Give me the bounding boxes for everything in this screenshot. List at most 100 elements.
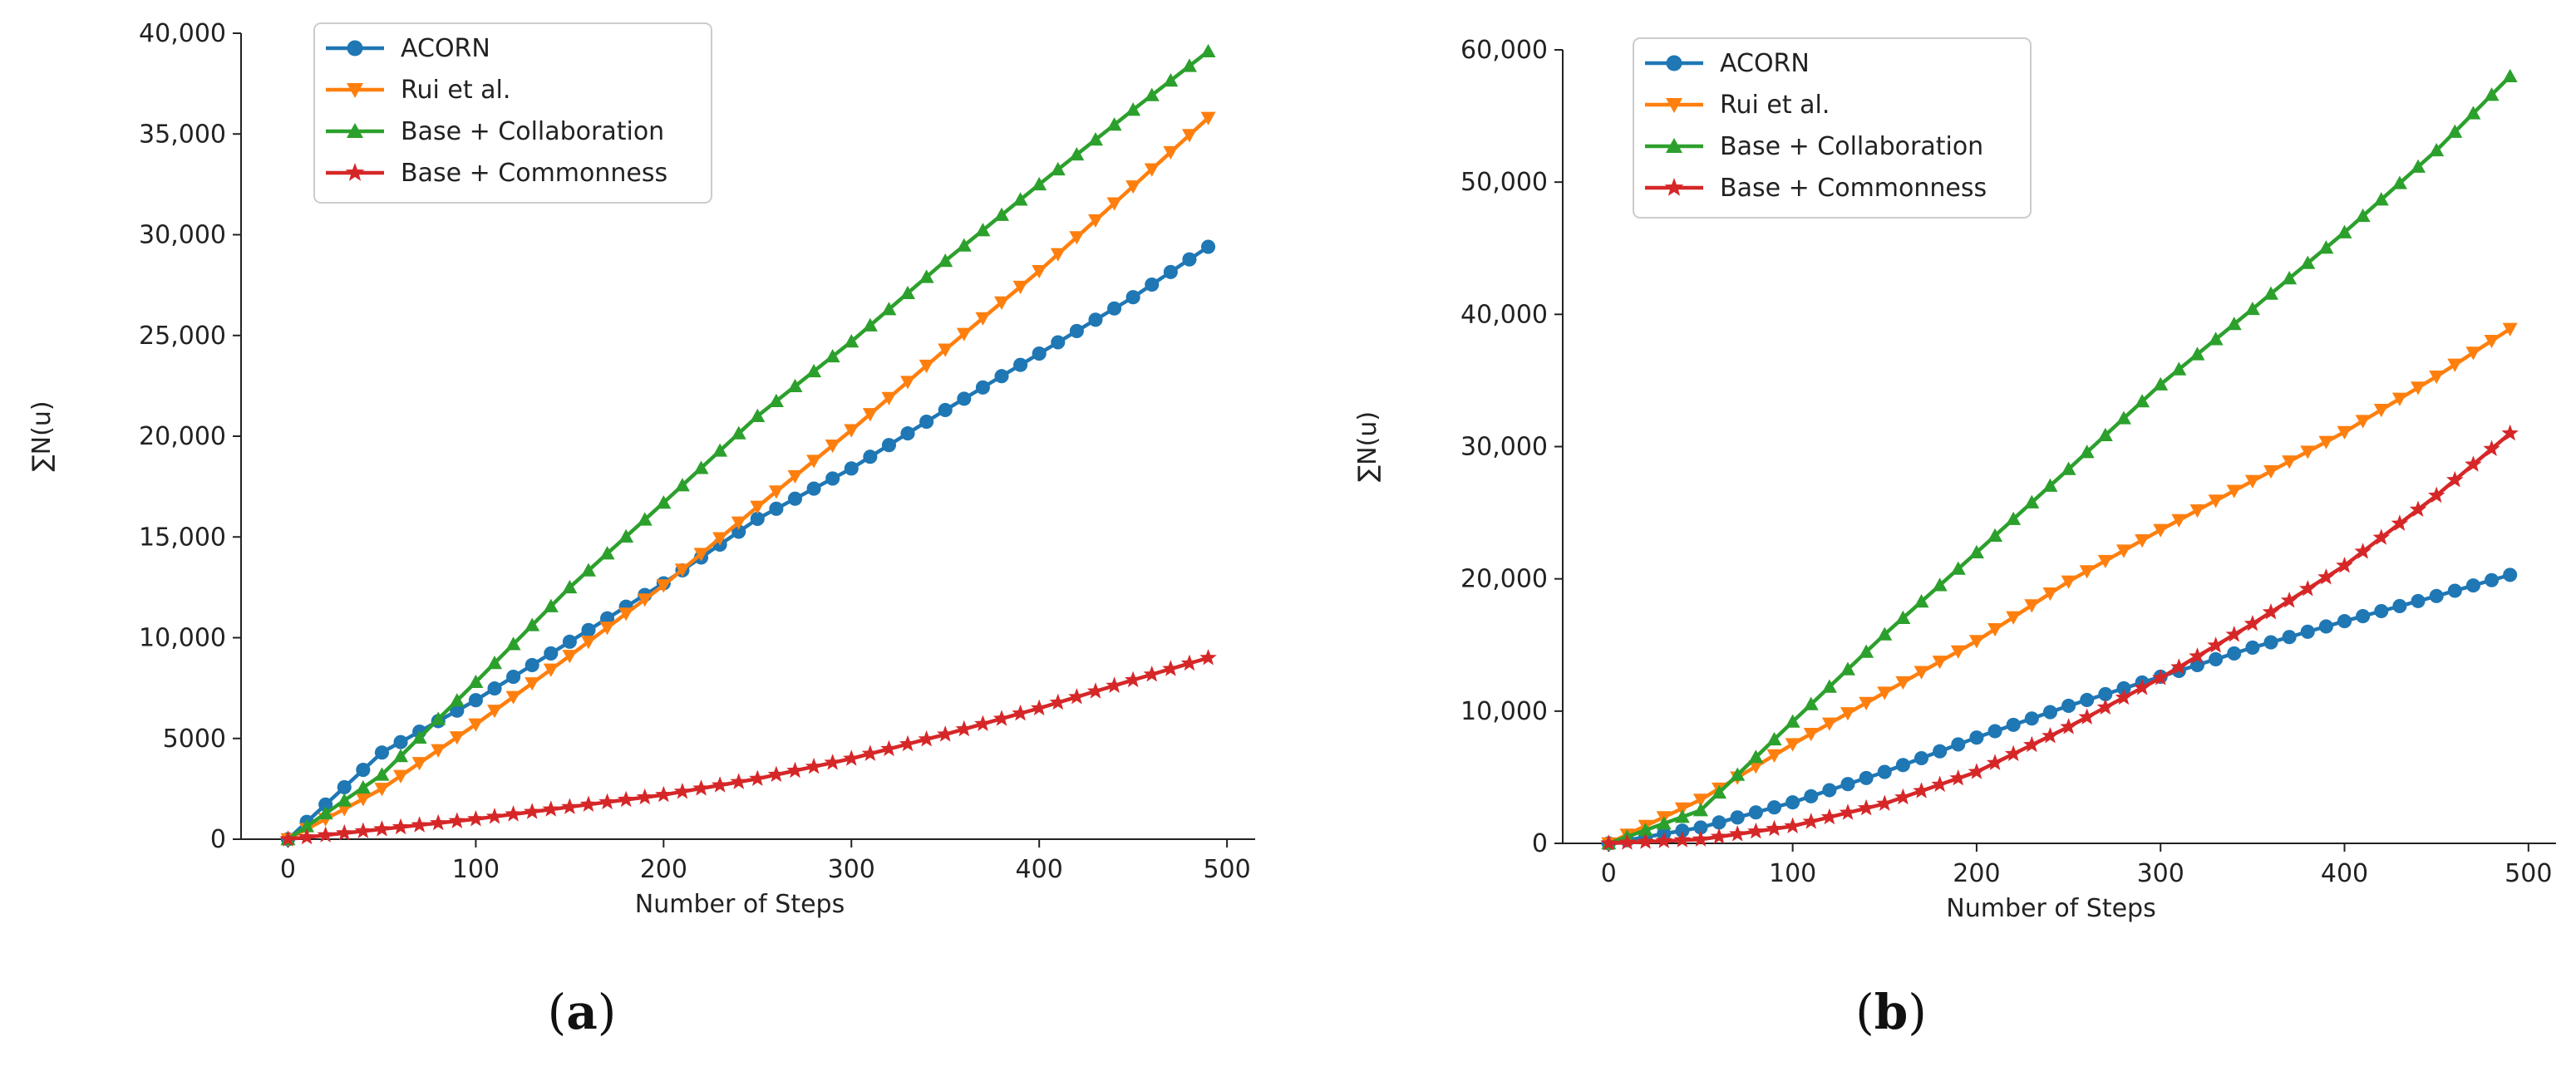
data-point — [1144, 87, 1160, 101]
data-point — [2153, 523, 2169, 538]
caption-open: ( — [548, 984, 567, 1040]
data-point — [1748, 805, 1763, 820]
data-point — [899, 735, 917, 752]
data-point — [393, 769, 409, 784]
data-point — [579, 795, 598, 812]
data-point — [806, 481, 821, 496]
data-point — [824, 754, 841, 770]
data-point — [1895, 610, 1911, 624]
data-point — [1012, 192, 1028, 206]
data-point — [1106, 676, 1123, 693]
data-point — [1163, 145, 1179, 160]
data-point — [1618, 833, 1636, 850]
data-point — [1877, 764, 1892, 779]
data-point — [1748, 749, 1764, 764]
data-point — [1181, 58, 1197, 72]
data-point — [1859, 770, 1874, 785]
data-point — [975, 223, 991, 237]
data-point — [1821, 717, 1837, 731]
data-point — [994, 369, 1009, 384]
data-point — [2391, 514, 2409, 531]
y-tick-label: 35,000 — [139, 120, 226, 149]
x-axis-label: Number of Steps — [1946, 894, 2155, 923]
data-point — [2282, 271, 2298, 285]
data-point — [2337, 425, 2352, 440]
series-base-collaboration — [1601, 68, 2518, 850]
data-point — [1199, 649, 1217, 666]
data-point — [505, 636, 521, 651]
data-point — [2465, 455, 2482, 472]
legend-marker — [345, 163, 365, 181]
data-point — [1032, 346, 1047, 361]
data-point — [2282, 630, 2297, 645]
data-point — [2153, 376, 2169, 391]
data-point — [1803, 696, 1819, 710]
data-point — [580, 563, 596, 577]
data-point — [844, 424, 859, 438]
data-point — [1069, 231, 1085, 245]
data-point — [1820, 808, 1839, 825]
data-point — [938, 402, 953, 418]
data-point — [955, 720, 973, 737]
x-tick-label: 400 — [2321, 859, 2368, 888]
data-point — [974, 715, 992, 731]
data-point — [2189, 346, 2205, 361]
data-point — [562, 579, 578, 594]
data-point — [618, 528, 634, 543]
y-tick-label: 50,000 — [1460, 168, 1548, 197]
data-point — [2427, 486, 2445, 504]
data-point — [525, 617, 540, 631]
data-point — [1674, 809, 1690, 823]
caption-open: ( — [1855, 984, 1874, 1040]
data-point — [844, 461, 859, 476]
series-acorn — [1601, 567, 2518, 851]
data-point — [2227, 646, 2242, 661]
data-point — [1951, 737, 1966, 752]
data-point — [674, 478, 690, 492]
data-point — [2446, 470, 2464, 488]
data-point — [2374, 603, 2389, 619]
data-point — [1107, 301, 1122, 316]
data-point — [693, 548, 709, 562]
data-point — [938, 253, 953, 268]
data-point — [2262, 603, 2280, 620]
x-tick-label: 300 — [828, 855, 875, 884]
data-point — [1895, 676, 1911, 690]
data-point — [2042, 705, 2057, 720]
data-point — [2135, 533, 2150, 548]
data-point — [1692, 830, 1710, 847]
data-point — [1987, 622, 2003, 637]
data-point — [1710, 828, 1728, 844]
data-point — [598, 793, 616, 810]
legend-marker — [1666, 138, 1682, 153]
data-point — [730, 773, 747, 789]
data-point — [863, 450, 878, 464]
data-point — [992, 710, 1011, 726]
data-point — [1729, 825, 1746, 842]
data-point — [2373, 192, 2389, 206]
data-point — [523, 803, 541, 819]
panel-caption: (a) — [548, 984, 617, 1040]
data-point — [2225, 626, 2243, 642]
data-point — [561, 798, 579, 814]
data-point — [411, 757, 427, 771]
data-point — [355, 779, 371, 794]
panel-caption: (b) — [1855, 984, 1927, 1040]
x-tick-label: 500 — [1203, 855, 1250, 884]
data-point — [1087, 214, 1103, 228]
data-point — [1049, 693, 1066, 710]
data-point — [411, 816, 428, 833]
data-point — [1068, 688, 1086, 705]
data-point — [1051, 335, 1066, 350]
data-point — [2024, 599, 2040, 613]
data-point — [1894, 788, 1912, 805]
data-point — [1766, 819, 1783, 837]
data-point — [374, 745, 389, 760]
data-point — [2116, 680, 2131, 696]
data-point — [1857, 798, 1875, 816]
data-point — [525, 677, 540, 691]
data-point — [731, 516, 746, 530]
data-point — [2484, 87, 2500, 101]
data-point — [750, 500, 766, 514]
data-point — [2080, 692, 2095, 708]
